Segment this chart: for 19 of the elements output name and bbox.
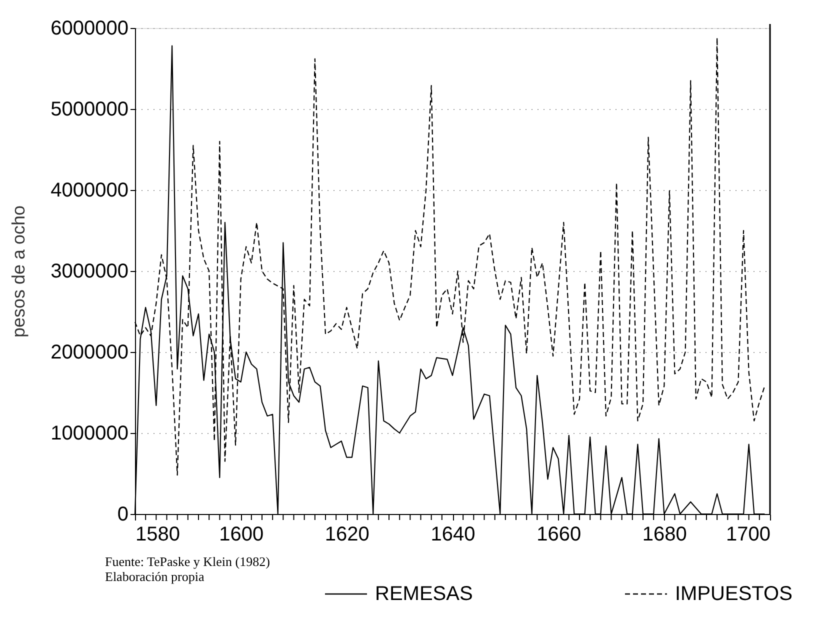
y-tick-label: 2000000	[50, 342, 128, 364]
legend-label: IMPUESTOS	[675, 583, 792, 605]
y-tick-label: 1000000	[50, 422, 128, 444]
y-tick-label: 0	[117, 504, 128, 526]
source-note: Fuente: TePaske y Klein (1982)	[105, 554, 270, 569]
y-tick-label: 6000000	[50, 18, 128, 40]
y-axis-title: pesos de a ocho	[8, 205, 29, 338]
text: Elaboración propia	[105, 569, 204, 584]
y-tick-label: 4000000	[50, 180, 128, 202]
x-tick-label: 1600	[219, 524, 264, 546]
x-tick-label: 1640	[430, 524, 476, 546]
x-tick-label: 1700	[726, 524, 770, 546]
y-tick-label: 3000000	[50, 260, 128, 282]
x-tick-label: 1620	[324, 524, 370, 546]
legend-label: REMESAS	[375, 583, 473, 605]
x-tick-label: 1680	[642, 524, 687, 546]
x-tick-label: 1660	[536, 524, 582, 546]
y-tick-label: 5000000	[50, 98, 128, 120]
x-tick-label: 1580	[136, 524, 180, 546]
